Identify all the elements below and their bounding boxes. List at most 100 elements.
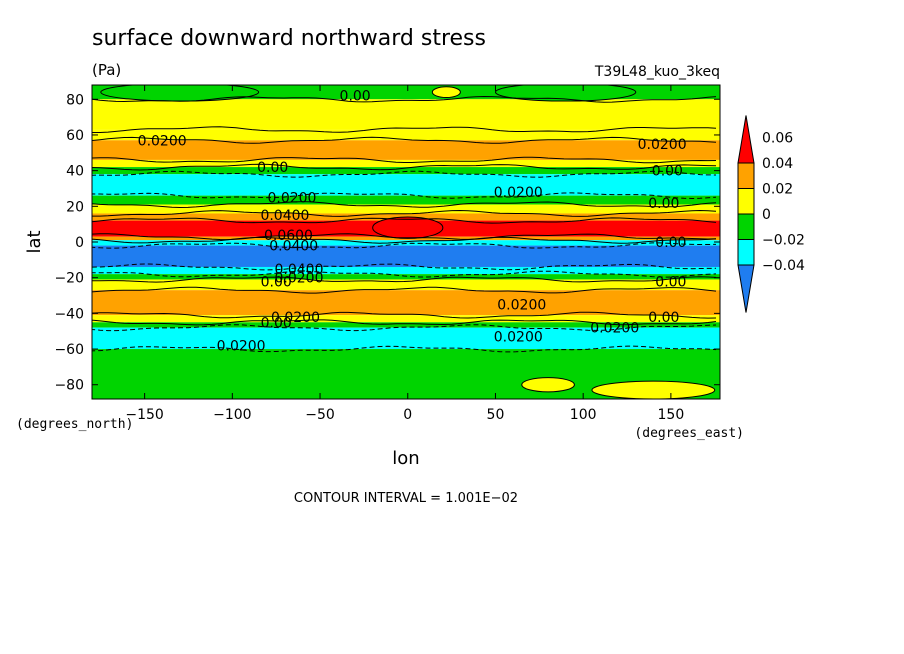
contour-line [92,276,717,283]
x-tick-label: 50 [487,407,505,423]
contour-line [92,95,717,103]
x-tick-label: −50 [305,407,335,423]
contour-label: 0.00 [261,315,292,331]
contour-line [92,217,717,224]
contour-band [92,315,720,323]
contour-line [92,286,717,294]
contour-line [92,263,717,271]
x-tick-label: −150 [125,407,163,423]
contour-band [92,279,720,291]
contour-line [92,126,717,133]
contour-line [92,345,717,353]
contour-line [92,242,717,249]
contour-band [92,174,720,196]
contour-line [92,156,717,164]
contour-label: 0.0200 [494,185,543,201]
contour-line [92,136,717,144]
contour-line [92,201,717,209]
colorbar: −0.04 −0.02 0 0.02 0.04 0.06 [737,115,805,313]
colorbar-segment [737,239,755,266]
y-units-label: (degrees_north) [16,417,133,432]
x-axis-label: lon [392,448,419,469]
contour-label: 0.0400 [260,208,309,224]
chart-title: surface downward northward stress [92,26,486,51]
contour-line [92,192,717,200]
contour-label: 0.0200 [138,133,187,149]
dataset-label: T39L48_kuo_3keq [594,64,720,80]
contour-band [92,327,720,350]
contour-band [92,159,720,168]
contour-band [92,290,720,316]
contour-label: 0.0400 [274,262,323,278]
x-tick-label: 150 [658,407,685,423]
contour-line [92,233,717,241]
contour-band [92,245,720,267]
contour-line [92,324,717,332]
contour-label: 0.00 [648,310,679,326]
x-tick-label: 100 [570,407,597,423]
contour-feature [372,216,444,239]
contour-feature [591,380,716,399]
contour-label: 0.0200 [494,330,543,346]
colorbar-segment [737,213,755,240]
contour-label: 0.00 [655,235,686,251]
colorbar-segment [737,264,755,313]
contour-line [92,163,717,171]
contour-label: 0.00 [648,196,679,212]
y-tick-label: 40 [66,164,84,180]
contour-label: 0.00 [261,274,292,290]
y-tick-label: 60 [66,128,84,144]
contour-band [92,99,720,130]
contour-band [92,266,720,275]
contour-band [92,204,720,214]
contour-features [100,85,716,399]
contour-line [92,209,717,217]
contour-line [92,270,717,278]
contour-band [92,322,720,328]
colorbar-segment [737,188,755,215]
y-axis: 80 60 40 20 0 −20 −40 −60 −80 [54,92,720,394]
y-tick-label: −60 [54,342,84,358]
y-tick-label: 80 [66,92,84,108]
contour-label: 0.0200 [271,310,320,326]
contour-band [92,274,720,280]
colorbar-tick-label: 0.06 [762,131,793,147]
contour-feature [431,86,461,98]
contour-label: 0.0200 [590,321,639,337]
y-axis-label: lat [24,230,45,253]
y-tick-label: −80 [54,378,84,394]
contour-band [92,167,720,175]
contour-label: 0.00 [652,164,683,180]
contour-label: 0.0200 [274,271,323,287]
colorbar-segment [737,162,755,189]
colorbar-tick-label: 0.02 [762,182,793,198]
colorbar-segment [737,115,755,164]
chart-units: (Pa) [92,61,121,79]
y-tick-label: −20 [54,271,84,287]
contour-line [92,170,717,178]
contour-band [92,140,720,160]
contour-band [92,195,720,205]
contour-feature [494,85,637,102]
x-tick-label: 0 [403,407,412,423]
contour-label: 0.0200 [217,338,266,354]
contour-label: 0.0400 [269,239,318,255]
colorbar-tick-label: −0.02 [762,233,805,249]
y-tick-label: 0 [75,235,84,251]
contour-line [92,319,717,326]
contour-label: 0.00 [257,160,288,176]
x-units-label: (degrees_east) [634,426,744,441]
contour-label: 0.0600 [264,228,313,244]
contour-feature [100,85,260,102]
colorbar-tick-label: 0.04 [762,156,793,172]
contour-label: 0.00 [340,89,371,105]
y-tick-label: −40 [54,306,84,322]
colorbar-tick-label: −0.04 [762,258,805,274]
contour-label: 0.0200 [267,190,316,206]
contour-label: 0.00 [655,274,686,290]
contour-line [92,236,717,244]
contour-label: 0.0200 [638,137,687,153]
contour-feature [521,377,575,393]
